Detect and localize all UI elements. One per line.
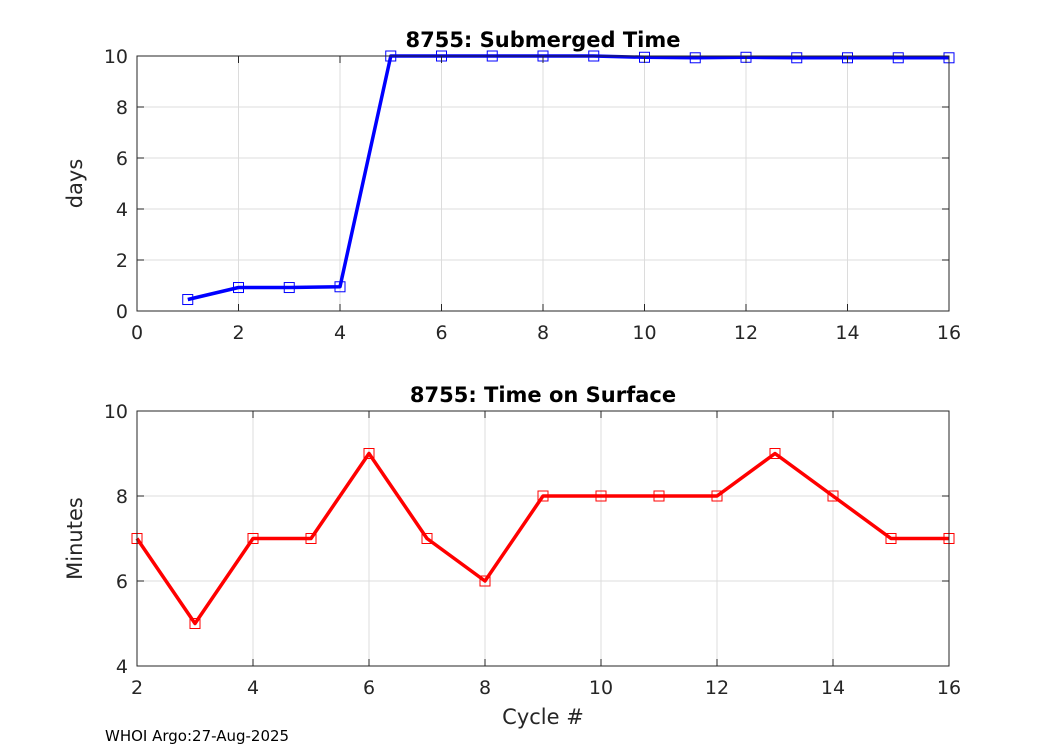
surface-data-point	[189, 618, 201, 629]
submerged-y-tick-label: 2	[116, 250, 128, 272]
submerged-x-tick-label: 6	[435, 322, 447, 344]
surface-y-tick-label: 10	[104, 401, 128, 423]
submerged-chart-title: 8755: Submerged Time	[405, 28, 680, 52]
surface-x-axis-label: Cycle #	[502, 705, 584, 729]
submerged-data-point	[791, 52, 803, 64]
surface-data-point	[885, 533, 897, 544]
surface-x-tick-label: 14	[821, 677, 845, 699]
surface-y-tick-label: 6	[116, 571, 128, 593]
submerged-x-tick-label: 10	[632, 322, 656, 344]
submerged-x-tick-label: 0	[131, 322, 143, 344]
submerged-data-point	[233, 282, 244, 294]
surface-x-tick-label: 8	[479, 677, 491, 699]
surface-x-tick-label: 12	[705, 677, 729, 699]
submerged-y-tick-label: 4	[116, 199, 128, 221]
surface-data-point	[305, 533, 317, 544]
surface-series-line	[135, 451, 949, 626]
submerged-x-tick-label: 14	[835, 322, 859, 344]
submerged-data-point	[283, 282, 295, 294]
submerged-y-tick-label: 8	[116, 97, 128, 119]
surface-data-point	[595, 490, 607, 502]
footer-credit: WHOI Argo:27-Aug-2025	[105, 727, 289, 745]
surface-x-tick-label: 4	[247, 677, 259, 699]
submerged-data-point	[892, 52, 904, 64]
surface-data-point	[653, 490, 665, 502]
submerged-y-tick-label: 0	[116, 301, 128, 323]
submerged-x-tick-label: 12	[734, 322, 758, 344]
surface-data-point	[827, 490, 839, 502]
surface-x-tick-label: 6	[363, 677, 375, 699]
surface-x-tick-label: 16	[937, 677, 961, 699]
submerged-x-tick-label: 4	[334, 322, 346, 344]
submerged-time-chart: 0 2 4 6 8 10 12 14 16 0 2 4 6 8 10 8755: Submerged Tim…	[63, 28, 961, 344]
surface-y-tick-label: 4	[116, 656, 128, 678]
surface-x-tick-label: 2	[131, 677, 143, 699]
surface-data-point	[711, 490, 723, 502]
surface-y-tick-label: 8	[116, 486, 128, 508]
submerged-x-tick-label: 2	[232, 322, 244, 344]
surface-y-axis-label: Minutes	[63, 497, 87, 580]
surface-x-tick-label: 10	[589, 677, 613, 699]
surface-data-point	[247, 533, 259, 544]
surface-data-point	[363, 448, 375, 459]
surface-axes-frame	[136, 410, 950, 667]
submerged-ticks: 0 2 4 6 8 10 12 14 16 0 2 4 6 8 10	[104, 46, 961, 344]
submerged-x-tick-label: 8	[537, 322, 549, 344]
submerged-data-point	[182, 294, 194, 306]
submerged-y-tick-label: 10	[104, 46, 128, 68]
surface-data-point	[769, 448, 781, 459]
submerged-data-point	[334, 281, 346, 293]
surface-data-point	[421, 533, 433, 544]
submerged-y-tick-label: 6	[116, 148, 128, 170]
submerged-data-point	[689, 52, 701, 64]
surface-chart-title: 8755: Time on Surface	[410, 383, 676, 407]
submerged-y-axis-label: days	[63, 159, 87, 209]
surface-data-point	[479, 575, 491, 587]
surface-data-point	[537, 490, 549, 502]
submerged-x-tick-label: 16	[937, 322, 961, 344]
